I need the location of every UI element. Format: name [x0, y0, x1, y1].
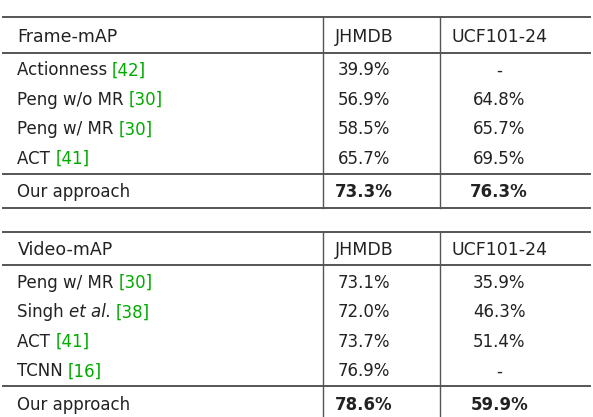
Text: Peng w/ MR: Peng w/ MR	[17, 121, 119, 138]
Text: Our approach: Our approach	[17, 183, 130, 201]
Text: [30]: [30]	[118, 274, 152, 292]
Text: UCF101-24: UCF101-24	[451, 28, 547, 46]
Text: 73.3%: 73.3%	[335, 183, 393, 201]
Text: 73.7%: 73.7%	[338, 333, 390, 351]
Text: Video-mAP: Video-mAP	[17, 241, 113, 259]
Text: Singh: Singh	[17, 303, 69, 321]
Text: -: -	[496, 362, 502, 380]
Text: 76.9%: 76.9%	[338, 362, 390, 380]
Text: 59.9%: 59.9%	[470, 396, 528, 414]
Text: [38]: [38]	[116, 303, 150, 321]
Text: JHMDB: JHMDB	[334, 28, 393, 46]
Text: Peng w/ MR: Peng w/ MR	[17, 274, 119, 292]
Text: 46.3%: 46.3%	[473, 303, 525, 321]
Text: 65.7%: 65.7%	[473, 121, 525, 138]
Text: 76.3%: 76.3%	[470, 183, 528, 201]
Text: 56.9%: 56.9%	[338, 91, 390, 109]
Text: 35.9%: 35.9%	[473, 274, 525, 292]
Text: [41]: [41]	[55, 333, 90, 351]
Text: [16]: [16]	[68, 362, 102, 380]
Text: Frame-mAP: Frame-mAP	[17, 28, 118, 46]
Text: 73.1%: 73.1%	[338, 274, 390, 292]
Text: UCF101-24: UCF101-24	[451, 241, 547, 259]
Text: ACT: ACT	[17, 333, 56, 351]
Text: 39.9%: 39.9%	[338, 61, 390, 79]
Text: 64.8%: 64.8%	[473, 91, 525, 109]
Text: 78.6%: 78.6%	[335, 396, 393, 414]
Text: 65.7%: 65.7%	[338, 150, 390, 168]
Text: Our approach: Our approach	[17, 396, 130, 414]
Text: TCNN: TCNN	[17, 362, 68, 380]
Text: et al.: et al.	[69, 303, 111, 321]
Text: [42]: [42]	[112, 61, 146, 79]
Text: Actionness: Actionness	[17, 61, 113, 79]
Text: -: -	[496, 61, 502, 79]
Text: Peng w/o MR: Peng w/o MR	[17, 91, 129, 109]
Text: [41]: [41]	[55, 150, 90, 168]
Text: [30]: [30]	[128, 91, 162, 109]
Text: JHMDB: JHMDB	[334, 241, 393, 259]
Text: 58.5%: 58.5%	[338, 121, 390, 138]
Text: 51.4%: 51.4%	[473, 333, 525, 351]
Text: ACT: ACT	[17, 150, 56, 168]
Text: 72.0%: 72.0%	[338, 303, 390, 321]
Text: 69.5%: 69.5%	[473, 150, 525, 168]
Text: [30]: [30]	[118, 121, 152, 138]
